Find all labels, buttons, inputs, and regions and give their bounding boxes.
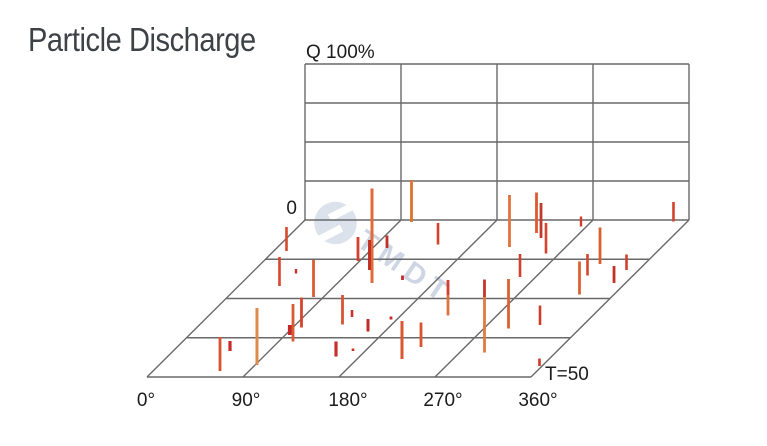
discharge-bar <box>578 261 581 295</box>
discharge-bar <box>287 324 293 335</box>
discharge-bar <box>351 348 355 351</box>
discharge-bar <box>535 192 538 233</box>
discharge-bar <box>625 254 628 270</box>
discharge-bar <box>518 254 522 277</box>
discharge-bar <box>294 269 298 274</box>
discharge-bar <box>672 202 675 222</box>
discharge-bar <box>300 297 303 328</box>
time-axis-label: T=50 <box>545 364 589 385</box>
discharge-bars <box>218 180 675 371</box>
discharge-bar <box>350 309 354 317</box>
discharge-bar <box>228 341 232 351</box>
discharge-bar <box>370 188 374 283</box>
discharge-bar <box>401 275 404 280</box>
discharge-bar <box>508 195 511 247</box>
chart-title: Particle Discharge <box>28 21 256 58</box>
discharge-bar <box>586 254 589 276</box>
discharge-bar <box>285 227 288 251</box>
discharge-bar <box>544 223 548 254</box>
phase-tick-180: 180° <box>328 390 367 411</box>
discharge-bar <box>483 297 486 353</box>
discharge-bar <box>507 278 510 329</box>
discharge-bar <box>446 294 450 316</box>
discharge-bar <box>579 216 583 227</box>
phase-tick-360: 360° <box>518 390 557 411</box>
discharge-bar <box>446 279 450 295</box>
discharge-bar <box>368 239 372 270</box>
discharge-bar <box>255 308 259 365</box>
discharge-bar <box>389 316 393 320</box>
discharge-bar <box>598 227 602 264</box>
axis-labels: Q 100% 0 T=50 0° 90° 180° 270° 360° <box>137 42 589 411</box>
chart-grid <box>146 63 690 378</box>
discharge-bar <box>400 321 404 360</box>
discharge-bar <box>366 319 370 332</box>
discharge-bar <box>538 358 541 367</box>
discharge-bar <box>218 337 222 371</box>
discharge-bar <box>278 257 281 286</box>
discharge-bar <box>483 279 486 298</box>
discharge-bar <box>538 305 542 325</box>
discharge-bar <box>312 259 315 297</box>
discharge-bar <box>539 202 543 238</box>
watermark-disc-icon <box>309 199 362 247</box>
discharge-bar <box>410 180 413 223</box>
discharge-bar <box>385 235 389 249</box>
discharge-bar <box>291 303 295 342</box>
amplitude-axis-label: Q 100% <box>306 42 375 63</box>
phase-tick-0: 0° <box>137 390 155 411</box>
phase-tick-90: 90° <box>232 390 261 411</box>
discharge-bar <box>419 322 423 348</box>
discharge-bar <box>436 223 440 245</box>
discharge-bar <box>356 237 360 262</box>
discharge-bar <box>612 265 616 283</box>
discharge-bar <box>341 295 344 325</box>
phase-tick-270: 270° <box>423 390 462 411</box>
discharge-bar <box>334 341 338 357</box>
amplitude-zero-label: 0 <box>286 198 297 219</box>
